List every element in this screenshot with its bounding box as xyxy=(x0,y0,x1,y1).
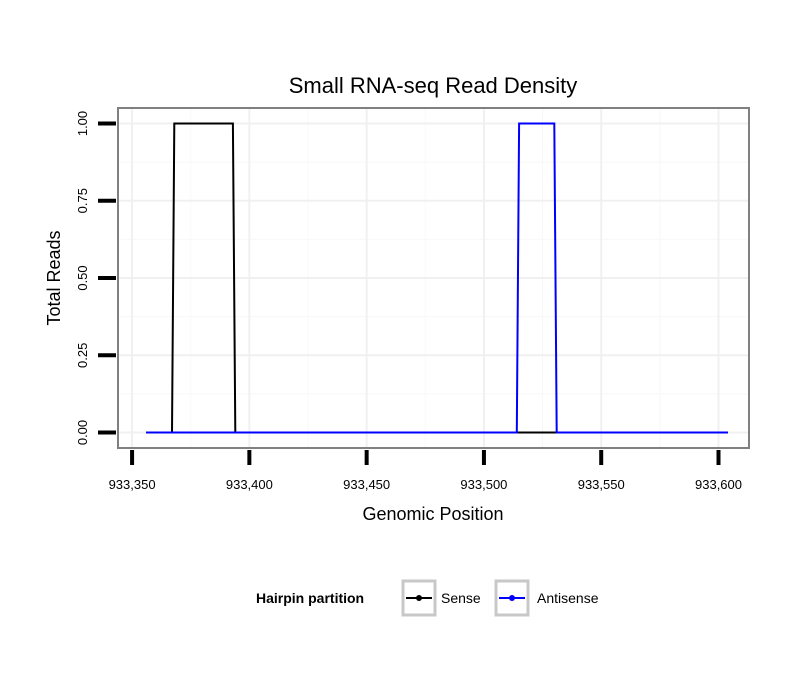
x-tick-label: 933,350 xyxy=(109,477,156,492)
series-lines xyxy=(146,122,728,434)
legend-title: Hairpin partition xyxy=(256,590,364,606)
x-axis-title: Genomic Position xyxy=(362,504,503,524)
x-tick-label: 933,400 xyxy=(226,477,273,492)
grid-lines xyxy=(118,108,749,448)
y-tick-label: 0.00 xyxy=(75,420,90,445)
y-axis: 0.00 0.25 0.50 0.75 1.00 xyxy=(75,111,116,445)
series-line-antisense xyxy=(146,122,728,434)
x-tick-label: 933,550 xyxy=(578,477,625,492)
x-tick-label: 933,450 xyxy=(343,477,390,492)
y-tick-label: 0.50 xyxy=(75,265,90,290)
legend: Hairpin partition Sense Antisense xyxy=(256,579,599,617)
legend-key-point xyxy=(509,595,515,601)
y-tick-label: 0.25 xyxy=(75,343,90,368)
y-axis-title: Total Reads xyxy=(44,230,64,325)
legend-label: Antisense xyxy=(537,590,599,606)
legend-key-point xyxy=(416,595,422,601)
y-tick-label: 0.75 xyxy=(75,188,90,213)
legend-label: Sense xyxy=(441,590,481,606)
x-axis: 933,350 933,400 933,450 933,500 933,550 933,6… xyxy=(109,450,742,492)
y-tick-label: 1.00 xyxy=(75,111,90,136)
x-tick-label: 933,600 xyxy=(695,477,742,492)
chart-title: Small RNA-seq Read Density xyxy=(289,73,578,98)
plot-panel-border xyxy=(117,107,750,449)
x-tick-label: 933,500 xyxy=(460,477,507,492)
legend-item-sense: Sense xyxy=(401,579,481,617)
legend-item-antisense: Antisense xyxy=(494,579,599,617)
